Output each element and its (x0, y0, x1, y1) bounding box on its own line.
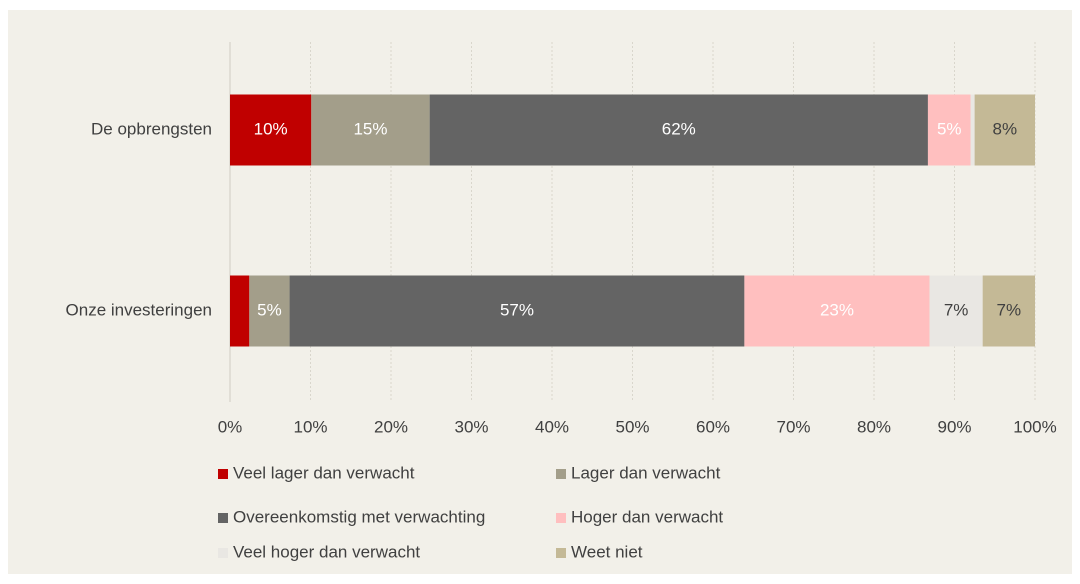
data-label: 8% (993, 119, 1018, 138)
bar-segment (429, 94, 928, 166)
x-tick-label: 50% (615, 417, 649, 436)
data-label: 7% (944, 300, 969, 319)
x-tick-label: 70% (776, 417, 810, 436)
x-tick-label: 40% (535, 417, 569, 436)
x-tick-label: 0% (218, 417, 243, 436)
data-label: 62% (662, 119, 696, 138)
x-tick-label: 20% (374, 417, 408, 436)
legend-swatch (556, 469, 566, 479)
x-tick-label: 80% (857, 417, 891, 436)
data-label: 7% (997, 300, 1022, 319)
data-label: 5% (257, 300, 282, 319)
x-tick-label: 30% (454, 417, 488, 436)
bar-segment (929, 275, 983, 347)
bar-segment (970, 94, 975, 166)
x-tick-label: 90% (937, 417, 971, 436)
data-label: 57% (500, 300, 534, 319)
bar-segment (249, 275, 290, 347)
legend-swatch (556, 513, 566, 523)
legend-label: Weet niet (571, 542, 643, 561)
bar-segment (974, 94, 1035, 166)
y-tick-label: Onze investeringen (66, 300, 212, 319)
legend-swatch (218, 469, 228, 479)
bar-segment (230, 275, 250, 347)
legend-swatch (218, 513, 228, 523)
x-tick-label: 10% (293, 417, 327, 436)
bar-segment (230, 94, 312, 166)
legend-label: Lager dan verwacht (571, 463, 721, 482)
data-label: 15% (353, 119, 387, 138)
x-tick-label: 60% (696, 417, 730, 436)
data-label: 23% (820, 300, 854, 319)
data-label: 10% (254, 119, 288, 138)
bar-segment (289, 275, 745, 347)
bar-segment (311, 94, 430, 166)
legend-label: Overeenkomstig met verwachting (233, 507, 485, 526)
bar-segment (744, 275, 930, 347)
bar-segment (927, 94, 971, 166)
bar-segment (982, 275, 1035, 347)
x-tick-label: 100% (1013, 417, 1056, 436)
legend-label: Veel hoger dan verwacht (233, 542, 420, 561)
legend-label: Veel lager dan verwacht (233, 463, 415, 482)
data-label: 5% (937, 119, 962, 138)
legend-label: Hoger dan verwacht (571, 507, 723, 526)
legend-swatch (556, 548, 566, 558)
legend-swatch (218, 548, 228, 558)
y-tick-label: De opbrengsten (91, 119, 212, 138)
